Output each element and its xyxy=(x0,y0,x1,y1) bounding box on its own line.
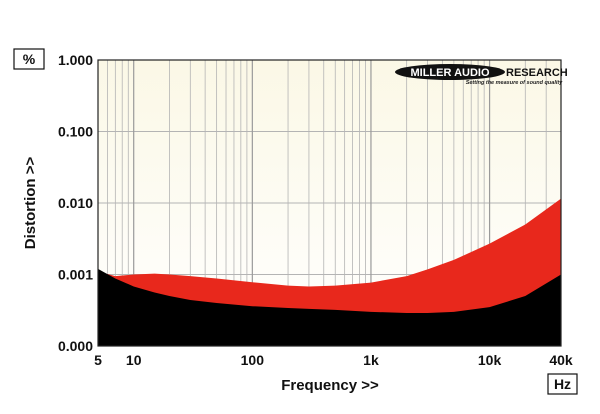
y-tick-label: 0.001 xyxy=(58,267,93,283)
x-unit-box: Hz xyxy=(547,373,578,395)
x-tick-label: 100 xyxy=(241,352,265,368)
x-tick-labels: 5 10 100 1k 10k 40k xyxy=(94,352,573,368)
x-tick-label: 40k xyxy=(549,352,573,368)
y-tick-label: 0.010 xyxy=(58,195,93,211)
logo-side-text: RESEARCH xyxy=(506,67,568,79)
y-unit-box: % xyxy=(13,48,45,70)
y-tick-label: 0.000 xyxy=(58,338,93,354)
x-tick-label: 5 xyxy=(94,352,102,368)
logo-main-text: MILLER AUDIO xyxy=(410,67,489,79)
y-unit-label: % xyxy=(23,51,36,67)
x-unit-label: Hz xyxy=(554,376,571,392)
x-tick-label: 10 xyxy=(126,352,142,368)
y-tick-label: 1.000 xyxy=(58,52,93,68)
x-axis-title: Frequency >> xyxy=(281,377,379,394)
y-tick-label: 0.100 xyxy=(58,124,93,140)
x-tick-label: 10k xyxy=(478,352,502,368)
miller-audio-research-logo: MILLER AUDIO RESEARCH Setting the measur… xyxy=(395,64,568,86)
y-axis-title: Distortion >> xyxy=(22,157,39,250)
plot-frame xyxy=(97,59,562,347)
series-area-2 xyxy=(98,268,561,346)
y-tick-labels: 1.000 0.100 0.010 0.001 0.000 xyxy=(58,52,93,354)
x-tick-label: 1k xyxy=(363,352,379,368)
series-areas xyxy=(98,198,561,346)
logo-tagline: Setting the measure of sound quality xyxy=(466,80,564,86)
